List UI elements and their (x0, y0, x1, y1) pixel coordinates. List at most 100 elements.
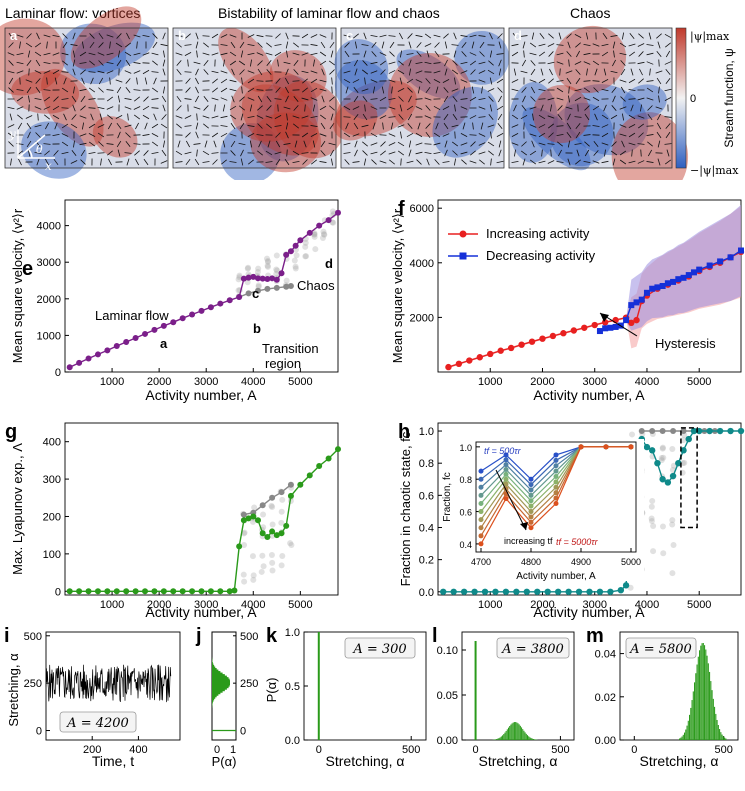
panel-f: 1000 2000 3000 4000 5000200040006000Increasi… (390, 198, 745, 403)
velocity-arrow (601, 160, 609, 164)
velocity-arrow (646, 97, 654, 101)
legend-dec-label: Decreasing activity (486, 248, 596, 263)
velocity-arrow (628, 51, 636, 57)
velocity-arrow (7, 70, 15, 74)
velocity-arrow (313, 59, 315, 67)
label-hysteresis: Hysteresis (655, 336, 716, 351)
velocity-arrow (498, 59, 502, 67)
velocity-arrow (106, 106, 114, 110)
x-tick-label: 4000 (635, 599, 659, 611)
velocity-arrow (380, 69, 386, 75)
velocity-arrow (363, 32, 367, 40)
lyapunov-mean-point (226, 588, 233, 595)
velocity-arrow (52, 69, 60, 75)
velocity-arrow (203, 42, 209, 48)
velocity-arrow (79, 62, 87, 64)
velocity-arrow (478, 61, 486, 65)
velocity-arrow (133, 106, 141, 110)
velocity-arrow (28, 95, 30, 103)
histogram-bar (509, 726, 511, 740)
velocity-arrow (628, 98, 636, 100)
scatter-sample (658, 455, 665, 462)
letter-c: c (346, 28, 353, 43)
velocity-arrow (610, 70, 618, 74)
velocity-arrow (601, 79, 609, 83)
velocity-arrow (52, 134, 60, 136)
scatter-sample (251, 504, 258, 511)
velocity-arrow (461, 42, 467, 48)
velocity-arrow (310, 133, 318, 137)
vortex-blob (41, 68, 104, 147)
velocity-arrow (286, 113, 288, 121)
velocity-arrow (212, 159, 218, 165)
velocity-arrow (301, 152, 309, 154)
x-axis-label: P(α) (212, 754, 237, 769)
histogram-bar (715, 713, 717, 740)
velocity-arrow (520, 114, 528, 120)
y-tick-label: 1.0 (459, 443, 472, 453)
velocity-arrow (611, 141, 617, 147)
velocity-arrow (107, 150, 113, 156)
velocity-arrow (151, 87, 159, 93)
velocity-arrow (81, 77, 85, 85)
mean-square-velocity-point (123, 338, 130, 345)
velocity-arrow (310, 78, 318, 84)
scatter-sample (669, 517, 676, 524)
mean-square-velocity-point (325, 217, 332, 224)
velocity-arrow (160, 123, 168, 129)
velocity-arrow (352, 106, 360, 110)
velocity-arrow (330, 158, 334, 166)
histogram-bar (519, 725, 521, 740)
y-tick-label: 500 (240, 631, 258, 643)
velocity-arrow (575, 50, 581, 58)
velocity-arrow (379, 115, 387, 119)
velocity-arrow (127, 113, 129, 121)
lyapunov-mean-point (123, 588, 130, 595)
velocity-arrow (16, 61, 24, 65)
velocity-arrow (471, 86, 475, 94)
letter-d: d (514, 28, 522, 43)
velocity-arrow (153, 77, 157, 85)
velocity-arrow (247, 44, 255, 46)
velocity-arrow (586, 68, 588, 76)
scatter-sample (279, 496, 286, 503)
chaotic-fraction-point (617, 586, 625, 594)
mean-square-velocity-point (316, 222, 323, 229)
velocity-arrow (266, 123, 272, 129)
velocity-arrow (353, 33, 359, 39)
inset-point (478, 525, 484, 531)
velocity-arrow (229, 51, 237, 57)
velocity-arrow (275, 140, 281, 148)
velocity-arrow (162, 32, 166, 40)
velocity-arrow (575, 77, 581, 85)
velocity-arrow (193, 61, 201, 65)
velocity-arrow (293, 105, 299, 111)
scatter-sample (311, 231, 318, 238)
velocity-arrow (657, 113, 661, 121)
axes-glyph (17, 130, 55, 159)
velocity-arrow (646, 44, 654, 46)
mean-square-velocity-point (287, 248, 294, 255)
velocity-arrow (25, 42, 33, 48)
velocity-arrow (343, 70, 351, 74)
velocity-arrow (389, 41, 395, 49)
velocity-arrow (116, 86, 122, 94)
label-d: d (325, 256, 333, 271)
velocity-arrow (125, 59, 131, 67)
velocity-arrow (195, 122, 199, 130)
velocity-arrow (115, 79, 123, 83)
inset-point (478, 509, 484, 515)
decreasing-activity-point (638, 296, 645, 303)
mean-square-velocity-point (250, 273, 257, 280)
vortex-blob (11, 71, 80, 114)
velocity-arrow (43, 114, 51, 120)
decreasing-activity-point (649, 285, 656, 292)
velocity-arrow (548, 78, 554, 84)
velocity-arrow (88, 107, 96, 109)
y-tick-label: 0.8 (459, 475, 472, 485)
velocity-arrow (593, 140, 599, 148)
velocity-arrow (28, 68, 30, 76)
chaotic-fraction-point (460, 588, 468, 595)
velocity-arrow (593, 150, 599, 156)
